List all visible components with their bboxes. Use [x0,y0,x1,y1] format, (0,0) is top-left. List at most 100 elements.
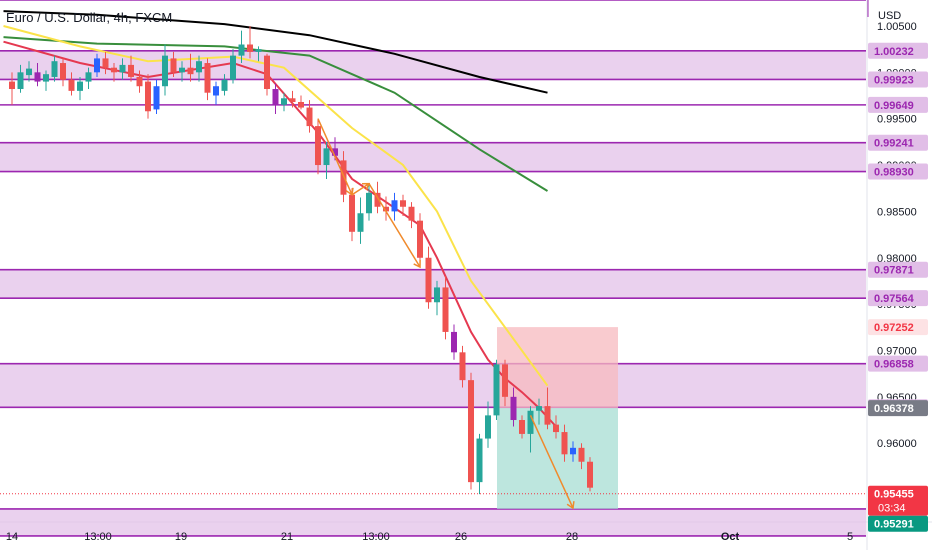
zone-band [0,508,866,536]
price-tag-level [868,261,928,278]
zone-band [0,363,866,408]
candle-body [391,200,398,212]
candle-body [315,126,321,166]
price-tag-label: 0.96858 [874,359,914,371]
time-tick-label: 28 [566,531,578,543]
candle-body [519,420,525,434]
price-tag-label: 0.96378 [874,403,914,415]
candle-body [417,220,423,258]
candle-body [468,380,474,483]
candle-body [349,194,355,232]
price-tag-label: 0.95291 [874,519,914,531]
candle-body [196,61,202,73]
projection-arrowhead [566,501,575,510]
time-tick-label: 5 [847,531,853,543]
candle-body [136,76,143,87]
candle-body [128,64,134,77]
candle-body [247,44,253,52]
candle-body [451,331,457,353]
price-tag-label: 0.99241 [874,138,914,150]
candle-body [476,438,483,483]
price-tag-label: 0.97871 [874,265,914,277]
candle-body [383,206,389,212]
price-tag-label: 0.95455 [874,489,914,501]
candle-body [281,98,287,105]
price-tick-label: 0.96000 [877,438,917,450]
price-tag-level [868,134,928,151]
candle-body [289,98,296,102]
candle-body [502,364,508,397]
chart-title: Euro / U.S. Dollar, 4h, FXCM [6,10,172,25]
price-tag-label: 0.97252 [874,322,914,334]
candle-body [153,86,160,110]
candle-body [77,81,83,91]
candle-body [255,49,262,52]
candle-body [264,55,270,90]
time-tick-label: 14 [6,531,18,543]
take-profit-zone [497,408,618,509]
time-axis[interactable]: 14 13:00 19 21 13:00 26 28 Oct 5 [6,531,853,543]
stop-loss-zone [497,327,618,409]
time-tick-label: 26 [455,531,467,543]
candle-body [306,107,313,127]
support-resistance-zones [0,0,866,537]
ma-yellow-line [3,25,549,387]
price-tag-level [868,290,928,307]
candle-body [43,74,49,82]
price-axis[interactable]: 1.005001.000000.995000.990000.985000.980… [868,21,928,532]
candle-body [17,72,24,90]
candle-body [272,89,279,105]
candle-body [587,461,593,488]
price-tag-target [868,515,928,532]
projection-arrow [351,182,370,196]
candle-body [238,44,245,56]
candles [9,25,593,495]
projection-arrow [368,183,421,268]
candle-body [119,64,126,73]
price-tag-level [868,96,928,113]
candle-body [434,287,440,303]
time-tick-label: 13:00 [84,531,112,543]
candle-body [94,58,100,73]
price-tag-label: 0.97564 [874,293,915,305]
price-tag-label: 0.98930 [874,167,914,179]
candle-body [366,192,372,214]
candle-body [26,68,32,76]
candle-body [102,58,109,68]
candle-body [230,55,236,80]
candle-body [9,81,15,90]
ma-green-line [3,36,549,192]
candle-body [408,206,415,221]
candle-body [162,55,168,87]
candle-body [221,79,228,91]
price-tag-level [868,71,928,88]
candle-body [357,213,364,232]
price-tick-label: 0.98500 [877,206,917,218]
ma-black-line [3,10,548,94]
candle-body [544,406,551,425]
price-tick-label: 0.97000 [877,345,917,357]
price-tag-level [868,42,928,59]
time-tick-label: 13:00 [362,531,390,543]
currency-label: USD [878,10,901,22]
zone-band [0,269,866,299]
candle-body [425,257,432,303]
candle-body [170,58,177,73]
projection-arrows [0,118,866,510]
candle-body [51,61,58,77]
zone-band [0,142,866,172]
candle-body [204,63,211,93]
time-tick-label: Oct [721,531,740,543]
candle-body [459,352,466,381]
candle-body [553,424,559,433]
projection-arrowhead [413,259,421,269]
candle-body [34,72,41,82]
candle-body [561,432,568,455]
projection-arrow [529,415,574,509]
countdown-label: 03:34 [878,503,906,515]
candle-body [527,410,534,434]
candle-body [60,63,66,80]
candle-body [400,200,406,207]
candle-body [510,396,517,421]
